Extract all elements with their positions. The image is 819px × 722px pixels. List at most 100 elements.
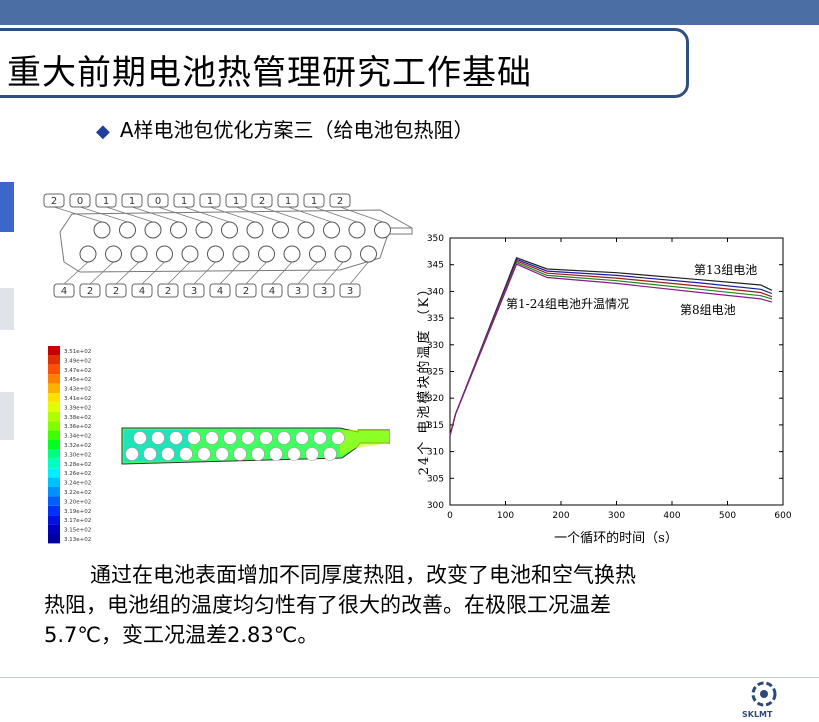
- diagram-cell: [195, 221, 213, 239]
- diagram-top-label: 1: [233, 196, 239, 207]
- colorbar-label: 3.24e+02: [64, 481, 91, 487]
- title-box: 重大前期电池热管理研究工作基础: [0, 28, 689, 98]
- diagram-bottom-label: 4: [139, 286, 145, 297]
- colorbar-label: 3.26e+02: [64, 471, 91, 477]
- contour-cell: [259, 431, 273, 445]
- diagram-cell: [170, 221, 187, 239]
- colorbar-label: 3.43e+02: [64, 387, 91, 393]
- diagram-top-label: 2: [259, 196, 265, 207]
- contour-cell: [179, 447, 193, 461]
- diagram-cell: [119, 221, 136, 239]
- colorbar-label: 3.39e+02: [64, 405, 91, 411]
- diagram-cell: [283, 245, 301, 263]
- colorbar-label: 3.41e+02: [64, 396, 91, 402]
- x-tick-label: 300: [608, 511, 625, 521]
- diagram-top-label: 1: [285, 196, 291, 207]
- contour-warm-region: [340, 430, 390, 456]
- annotation-group8: 第8组电池: [680, 303, 736, 317]
- diagram-cell: [297, 221, 315, 239]
- colorbar-label: 3.51e+02: [64, 349, 91, 355]
- x-tick-label: 500: [719, 511, 736, 521]
- side-tab-2[interactable]: [0, 288, 14, 330]
- diagram-cell: [156, 245, 173, 263]
- contour-cell: [215, 447, 229, 461]
- y-tick-label: 345: [427, 261, 444, 271]
- y-tick-label: 340: [427, 287, 444, 297]
- contour-cell: [313, 431, 327, 445]
- diagram-bottom-label: 4: [217, 286, 223, 297]
- colorbar-swatch: [48, 487, 60, 497]
- battery-pack-diagram: 2 0 1 1 0 1 1 1 2 1 1 2 4 2 2 4 2 3 4 2 4 3 3 3: [43, 193, 413, 298]
- diagram-cell: [79, 245, 97, 263]
- contour-cell: [233, 447, 247, 461]
- colorbar-label: 3.45e+02: [64, 377, 91, 383]
- side-tab-1[interactable]: [0, 182, 14, 232]
- colorbar-swatch: [48, 374, 60, 384]
- diagram-cell: [232, 245, 250, 263]
- body-text: 通过在电池表面增加不同厚度热阻，改变了电池和空气换热 热阻，电池组的温度均匀性有…: [44, 560, 800, 650]
- colorbar-label: 3.38e+02: [64, 415, 91, 421]
- sklmt-logo-icon: [751, 681, 777, 707]
- side-tab-3[interactable]: [0, 392, 14, 440]
- x-tick-label: 400: [663, 511, 680, 521]
- contour-cell: [125, 447, 139, 461]
- colorbar-swatch: [48, 468, 60, 478]
- colorbar-swatch: [48, 355, 60, 365]
- colorbar-swatch: [48, 458, 60, 469]
- colorbar-swatch: [48, 364, 60, 375]
- contour-cell: [187, 431, 201, 445]
- diamond-bullet-icon: ◆: [96, 121, 110, 142]
- colorbar-label: 3.13e+02: [64, 537, 91, 543]
- diagram-top-label: 0: [77, 196, 83, 207]
- body-line-1: 通过在电池表面增加不同厚度热阻，改变了电池和空气换热: [90, 563, 636, 587]
- contour-cell: [269, 447, 283, 461]
- colorbar-label: 3.30e+02: [64, 452, 91, 458]
- y-tick-label: 300: [427, 501, 444, 511]
- y-tick-label: 325: [427, 368, 444, 378]
- temperature-chart: 300 305 310 315 320 325 330 335 340 345 350 0 100 200…: [416, 234, 792, 546]
- colorbar-label: 3.28e+02: [64, 462, 91, 468]
- y-tick-label: 310: [427, 448, 444, 458]
- page-title: 重大前期电池热管理研究工作基础: [7, 53, 532, 93]
- diagram-bottom-label: 3: [321, 286, 327, 297]
- x-tick-label: 200: [552, 511, 569, 521]
- diagram-top-label: 0: [155, 196, 161, 207]
- diagram-cell: [309, 245, 326, 263]
- colorbar-label: 3.22e+02: [64, 490, 91, 496]
- diagram-bottom-label: 3: [191, 286, 197, 297]
- diagram-cell: [348, 221, 366, 239]
- diagram-cell: [93, 221, 111, 239]
- diagram-top-label: 2: [51, 196, 57, 207]
- contour-cell: [151, 431, 165, 445]
- subtitle: ◆ A样电池包优化方案三（给电池包热阻）: [96, 114, 474, 143]
- diagram-bottom-label: 3: [347, 286, 353, 297]
- diagram-cell: [258, 245, 275, 263]
- diagram-bottom-label: 3: [295, 286, 301, 297]
- colorbar-swatch: [48, 411, 60, 422]
- diagram-top-label: 1: [207, 196, 213, 207]
- diagram-cell: [221, 221, 238, 239]
- contour-cell: [161, 447, 175, 461]
- diagram-top-label: 1: [311, 196, 317, 207]
- temperature-contour: 3.51e+02 3.49e+02 3.47e+02 3.45e+02 3.43e+02…: [48, 346, 390, 544]
- x-tick-label: 600: [774, 511, 791, 521]
- colorbar-swatch: [48, 524, 60, 534]
- y-tick-label: 320: [427, 394, 444, 404]
- colorbar-swatch: [48, 393, 60, 403]
- colorbar-label: 3.19e+02: [64, 509, 91, 515]
- colorbar-label: 3.36e+02: [64, 424, 91, 430]
- diagram-cell: [334, 245, 352, 263]
- colorbar-swatch: [48, 449, 60, 459]
- body-line-3: 5.7℃，变工况温差2.83℃。: [44, 623, 319, 647]
- contour-cell: [169, 431, 183, 445]
- contour-cell: [305, 447, 319, 461]
- contour-cell: [133, 431, 147, 445]
- diagram-bottom-label: 2: [243, 286, 249, 297]
- diagram-cell: [130, 245, 148, 263]
- colorbar-swatch: [48, 346, 60, 356]
- colorbar-label: 3.47e+02: [64, 368, 91, 374]
- contour-cell: [143, 447, 157, 461]
- y-axis-label: 24个 电池模块的温度 （K）: [416, 281, 432, 476]
- diagram-cell: [360, 245, 377, 263]
- diagram-cell: [272, 221, 289, 239]
